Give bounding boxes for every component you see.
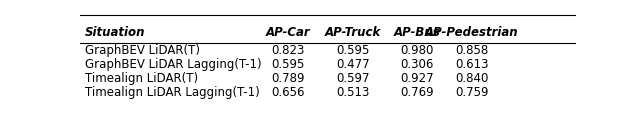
Text: 0.306: 0.306	[401, 58, 434, 71]
Text: Timealign LiDAR Lagging(T-1): Timealign LiDAR Lagging(T-1)	[85, 85, 260, 98]
Text: 0.595: 0.595	[336, 44, 369, 56]
Text: 0.858: 0.858	[455, 44, 488, 56]
Text: 0.759: 0.759	[455, 85, 488, 98]
Text: Situation: Situation	[85, 26, 145, 39]
Text: 0.613: 0.613	[455, 58, 488, 71]
Text: 0.769: 0.769	[401, 85, 434, 98]
Text: 0.927: 0.927	[401, 72, 434, 84]
Text: Timealign LiDAR(T): Timealign LiDAR(T)	[85, 72, 198, 84]
Text: 0.656: 0.656	[271, 85, 305, 98]
Text: 0.823: 0.823	[271, 44, 305, 56]
Text: 0.595: 0.595	[271, 58, 305, 71]
Text: 0.980: 0.980	[401, 44, 434, 56]
Text: AP-Car: AP-Car	[266, 26, 310, 39]
Text: 0.513: 0.513	[336, 85, 369, 98]
Text: AP-Truck: AP-Truck	[324, 26, 381, 39]
Text: AP-Bus: AP-Bus	[394, 26, 441, 39]
Text: AP-Pedestrian: AP-Pedestrian	[425, 26, 518, 39]
Text: 0.597: 0.597	[336, 72, 369, 84]
Text: 0.477: 0.477	[336, 58, 370, 71]
Text: 0.840: 0.840	[455, 72, 488, 84]
Text: GraphBEV LiDAR Lagging(T-1): GraphBEV LiDAR Lagging(T-1)	[85, 58, 262, 71]
Text: 0.789: 0.789	[271, 72, 305, 84]
Text: GraphBEV LiDAR(T): GraphBEV LiDAR(T)	[85, 44, 200, 56]
